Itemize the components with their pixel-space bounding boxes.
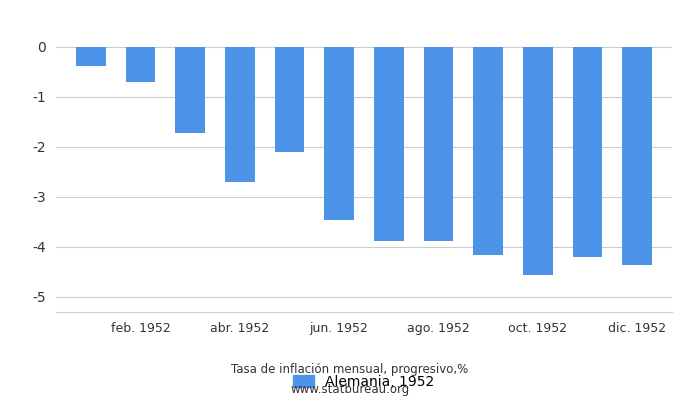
- Text: Tasa de inflación mensual, progresivo,%: Tasa de inflación mensual, progresivo,%: [232, 364, 468, 376]
- Bar: [225, 47, 255, 182]
- Bar: [175, 47, 205, 133]
- Bar: [523, 47, 553, 274]
- Text: www.statbureau.org: www.statbureau.org: [290, 384, 410, 396]
- Bar: [473, 47, 503, 254]
- Bar: [125, 47, 155, 82]
- Bar: [374, 47, 404, 241]
- Bar: [424, 47, 454, 241]
- Legend: Alemania, 1952: Alemania, 1952: [288, 369, 440, 394]
- Bar: [622, 47, 652, 264]
- Bar: [573, 47, 603, 257]
- Bar: [76, 47, 106, 66]
- Bar: [324, 47, 354, 220]
- Bar: [274, 47, 304, 152]
